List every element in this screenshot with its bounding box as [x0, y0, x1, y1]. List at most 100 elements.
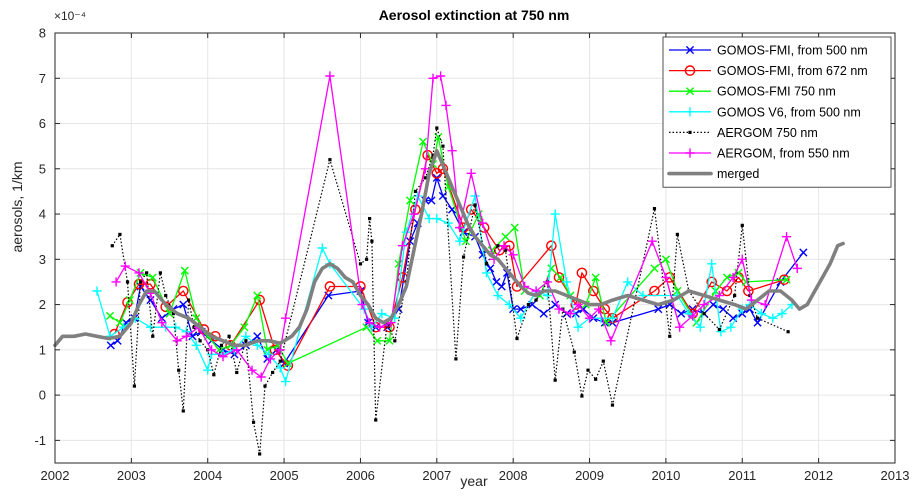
data-point	[753, 318, 762, 327]
x-tick-label: 2013	[881, 468, 910, 483]
series-layer	[53, 71, 845, 456]
data-point	[278, 359, 282, 363]
data-point	[405, 196, 415, 205]
legend-label: GOMOS-FMI, from 672 nm	[717, 64, 868, 78]
data-point	[579, 305, 588, 314]
data-point	[547, 264, 556, 273]
data-point	[602, 318, 611, 327]
data-point	[515, 336, 519, 341]
y-tick-label: 8	[39, 26, 46, 41]
data-point	[413, 189, 418, 194]
data-point	[132, 384, 137, 388]
data-point	[685, 148, 695, 158]
data-point	[253, 291, 262, 300]
x-tick-label: 2003	[117, 468, 146, 483]
data-point	[470, 191, 480, 201]
data-point	[328, 158, 332, 162]
data-point	[668, 334, 672, 338]
data-point	[576, 267, 588, 279]
data-point	[431, 153, 435, 157]
data-point	[251, 420, 256, 424]
y-tick-label: 0	[39, 388, 46, 403]
axes-frame	[54, 32, 896, 464]
data-point	[420, 164, 430, 174]
data-point	[484, 262, 489, 266]
data-point	[707, 259, 717, 269]
y-tick-label: 4	[39, 207, 46, 222]
data-point	[565, 309, 576, 319]
data-point	[650, 264, 659, 273]
legend-entry: GOMOS-FMI 750 nm	[669, 85, 836, 99]
data-point	[601, 359, 605, 363]
data-point	[591, 273, 600, 282]
data-point	[218, 352, 228, 362]
data-point	[588, 285, 599, 297]
data-point	[441, 144, 445, 148]
data-point	[526, 302, 531, 307]
data-point	[265, 354, 275, 364]
data-point	[181, 409, 185, 413]
x-tick-label: 2009	[575, 468, 604, 483]
data-point	[572, 350, 576, 354]
data-point	[654, 305, 663, 314]
data-point	[275, 345, 285, 355]
legend-entry: GOMOS-FMI, from 672 nm	[669, 64, 868, 78]
data-point	[702, 312, 706, 316]
data-point	[235, 370, 239, 375]
chart-title: Aerosol extinction at 750 nm	[379, 7, 570, 23]
x-tick-label: 2004	[193, 468, 222, 483]
data-point	[120, 261, 130, 271]
data-point	[358, 262, 363, 266]
data-point	[438, 191, 448, 201]
data-point	[478, 250, 487, 259]
data-point	[584, 313, 595, 323]
data-point	[573, 322, 583, 332]
data-point	[151, 334, 155, 338]
legend-label: GOMOS V6, from 500 nm	[717, 105, 861, 119]
data-point	[219, 343, 224, 347]
data-point	[212, 373, 216, 377]
axes-box	[54, 32, 896, 464]
data-point	[171, 322, 181, 332]
data-point	[499, 241, 509, 251]
data-point	[447, 146, 457, 156]
y-tick-label: 3	[39, 252, 46, 267]
data-point	[253, 332, 262, 341]
y-tick-label: 7	[39, 71, 46, 86]
legend: GOMOS-FMI, from 500 nm GOMOS-FMI, from 67…	[662, 36, 892, 188]
data-point	[281, 376, 291, 387]
data-point	[206, 345, 217, 355]
data-point	[455, 223, 465, 233]
data-point	[508, 250, 518, 260]
data-point	[516, 305, 525, 314]
data-point	[368, 216, 372, 221]
data-point	[647, 236, 657, 246]
legend-entry: merged	[667, 167, 759, 181]
data-point	[478, 218, 488, 228]
data-point	[461, 255, 466, 259]
data-point	[737, 254, 747, 264]
data-point	[275, 363, 285, 373]
data-point	[768, 313, 778, 323]
data-point	[580, 394, 584, 398]
data-point	[466, 168, 476, 178]
data-point	[726, 322, 736, 332]
data-point	[756, 309, 766, 319]
data-point	[397, 241, 408, 251]
data-point	[607, 313, 618, 323]
data-point	[562, 277, 572, 287]
series-6	[53, 148, 845, 348]
y-exponent-label: ×10⁻⁴	[54, 9, 86, 23]
data-point	[717, 327, 721, 332]
data-point	[661, 272, 671, 283]
data-point	[510, 223, 519, 232]
data-point	[125, 295, 134, 305]
data-point	[418, 137, 428, 146]
data-point	[516, 313, 526, 323]
data-point	[792, 263, 802, 273]
data-point	[436, 71, 446, 81]
data-point	[733, 293, 737, 298]
data-point	[684, 309, 694, 319]
data-point	[652, 207, 657, 211]
data-point	[435, 126, 439, 130]
